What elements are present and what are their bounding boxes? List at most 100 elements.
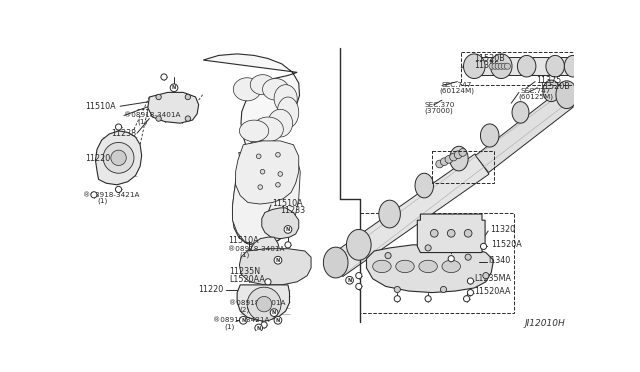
Circle shape: [346, 276, 353, 284]
Text: 11235N: 11235N: [230, 267, 260, 276]
Circle shape: [239, 317, 247, 324]
Circle shape: [454, 151, 462, 158]
Polygon shape: [323, 247, 348, 278]
Polygon shape: [367, 245, 493, 293]
Circle shape: [440, 286, 447, 293]
Text: L1520AA: L1520AA: [230, 275, 266, 284]
Circle shape: [501, 63, 508, 69]
Circle shape: [459, 148, 467, 156]
Polygon shape: [543, 80, 560, 102]
Text: 11520B: 11520B: [539, 82, 570, 91]
Circle shape: [467, 278, 474, 284]
Polygon shape: [481, 124, 499, 147]
Text: N: N: [348, 278, 352, 283]
Polygon shape: [95, 131, 141, 185]
Circle shape: [255, 324, 262, 332]
Polygon shape: [232, 153, 300, 245]
Circle shape: [274, 256, 282, 264]
Text: L1235MA: L1235MA: [474, 274, 511, 283]
Text: N: N: [272, 310, 276, 315]
Circle shape: [467, 289, 474, 296]
Polygon shape: [277, 97, 299, 128]
Polygon shape: [490, 54, 512, 78]
Polygon shape: [234, 78, 261, 101]
Polygon shape: [442, 260, 460, 273]
Circle shape: [185, 116, 191, 121]
Polygon shape: [372, 260, 391, 273]
Circle shape: [270, 309, 278, 317]
Text: SEC.747: SEC.747: [520, 88, 551, 94]
Polygon shape: [328, 154, 489, 276]
Bar: [360, 212, 515, 312]
Circle shape: [431, 230, 438, 237]
Text: (1): (1): [239, 251, 250, 258]
Text: ®08918-3401A: ®08918-3401A: [230, 299, 286, 305]
Circle shape: [483, 273, 489, 279]
Text: (37000): (37000): [424, 108, 453, 114]
Circle shape: [258, 185, 262, 189]
Polygon shape: [556, 81, 577, 109]
Text: JI12010H: JI12010H: [524, 319, 565, 328]
Circle shape: [440, 158, 448, 166]
Circle shape: [257, 296, 272, 312]
Text: N: N: [172, 85, 176, 90]
Polygon shape: [268, 109, 292, 137]
Text: 11320: 11320: [490, 225, 515, 234]
Circle shape: [481, 243, 486, 250]
Text: (2): (2): [239, 306, 250, 313]
Circle shape: [247, 287, 281, 321]
Text: 11375: 11375: [474, 61, 500, 70]
Text: ®08918-3421A: ®08918-3421A: [212, 317, 269, 323]
Circle shape: [285, 242, 291, 248]
Text: N: N: [276, 258, 280, 263]
Polygon shape: [204, 54, 300, 246]
Circle shape: [425, 245, 431, 251]
Polygon shape: [419, 260, 437, 273]
Text: (1): (1): [137, 118, 147, 125]
Circle shape: [115, 124, 122, 130]
Text: 11520AA: 11520AA: [474, 286, 511, 295]
Polygon shape: [564, 55, 581, 77]
Text: N: N: [257, 326, 261, 330]
Circle shape: [156, 116, 161, 121]
Circle shape: [447, 230, 455, 237]
Circle shape: [261, 322, 267, 328]
Circle shape: [394, 286, 401, 293]
Polygon shape: [476, 90, 573, 173]
Text: 11510A: 11510A: [84, 102, 115, 111]
Circle shape: [463, 296, 470, 302]
Polygon shape: [512, 102, 529, 123]
Circle shape: [504, 63, 511, 69]
Circle shape: [265, 279, 271, 285]
Polygon shape: [546, 55, 564, 77]
Text: N: N: [241, 318, 245, 323]
Polygon shape: [250, 75, 275, 95]
Text: ®08918-3421A: ®08918-3421A: [83, 192, 140, 198]
Circle shape: [284, 225, 292, 233]
Text: ®08918-3401A: ®08918-3401A: [228, 246, 284, 252]
Circle shape: [161, 74, 167, 80]
Circle shape: [276, 153, 280, 157]
Polygon shape: [248, 237, 280, 276]
Text: (60124M): (60124M): [440, 87, 475, 94]
Bar: [461, 52, 577, 85]
Polygon shape: [237, 285, 289, 320]
Circle shape: [156, 94, 161, 100]
Text: N: N: [286, 227, 290, 232]
Polygon shape: [346, 230, 371, 260]
Polygon shape: [417, 214, 485, 253]
Text: 11238: 11238: [111, 129, 136, 138]
Text: 11510A: 11510A: [273, 199, 303, 208]
Text: 11233: 11233: [280, 206, 305, 215]
Polygon shape: [236, 141, 299, 204]
Circle shape: [394, 296, 401, 302]
Circle shape: [385, 253, 391, 259]
Circle shape: [115, 186, 122, 192]
Text: 11375: 11375: [536, 76, 561, 84]
Text: 11220: 11220: [198, 285, 224, 294]
Circle shape: [445, 155, 452, 163]
Polygon shape: [450, 146, 468, 171]
Circle shape: [185, 94, 191, 100]
Polygon shape: [463, 54, 485, 78]
Text: 11220: 11220: [84, 154, 110, 163]
